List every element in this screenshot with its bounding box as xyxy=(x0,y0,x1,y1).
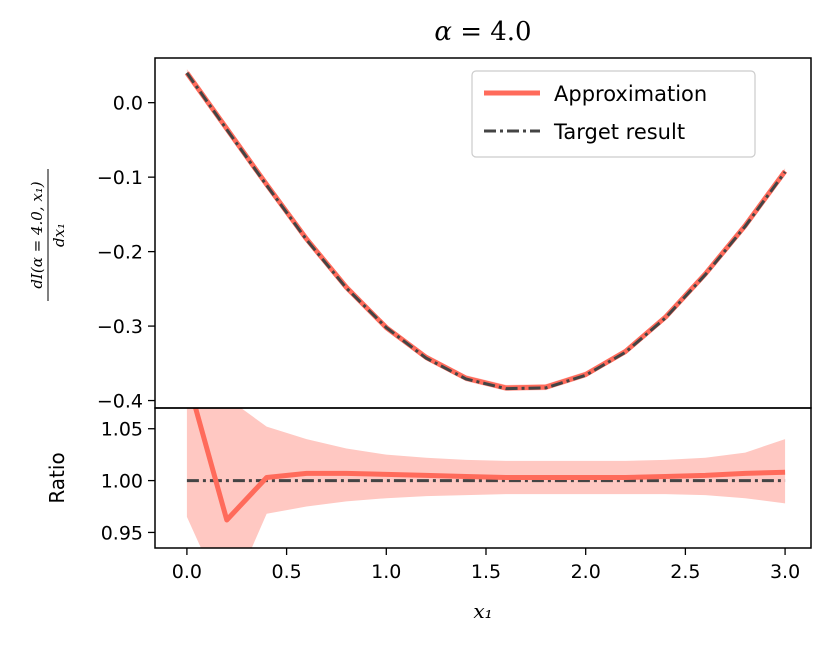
legend: Approximation Target result xyxy=(471,70,756,158)
ratio-line xyxy=(192,408,786,523)
top-y-tick-label: −0.2 xyxy=(97,242,143,264)
bottom-panel-frame xyxy=(154,407,812,549)
bottom-y-axis-label: Ratio xyxy=(45,452,69,503)
x-tick-label: 3.0 xyxy=(770,561,800,583)
top-ylabel-denominator: dx₁ xyxy=(50,223,68,247)
x-tick-label: 1.0 xyxy=(371,561,401,583)
x-tick-label: 0.0 xyxy=(172,561,202,583)
bottom-y-tick-label: 1.00 xyxy=(101,471,143,493)
x-tick-label: 2.5 xyxy=(670,561,700,583)
x-tick-label: 0.5 xyxy=(271,561,301,583)
bottom-y-tick-label: 1.05 xyxy=(101,419,143,441)
top-y-tick-label: −0.3 xyxy=(97,316,143,338)
legend-target-label: Target result xyxy=(553,120,685,144)
bottom-y-tick-label: 0.95 xyxy=(101,522,143,544)
top-y-tick-label: 0.0 xyxy=(113,93,143,115)
target-result-line xyxy=(185,72,787,391)
x-axis-label: x₁ xyxy=(473,599,492,623)
legend-box xyxy=(471,70,756,158)
legend-approximation-label: Approximation xyxy=(554,82,707,106)
x-tick-label: 1.5 xyxy=(471,561,501,583)
top-ylabel-numerator: dI(α = 4.0, x₁) xyxy=(28,181,46,288)
title-rest: = 4.0 xyxy=(452,17,532,47)
top-y-axis-label: dI(α = 4.0, x₁) dx₁ xyxy=(28,169,68,301)
title-alpha: α xyxy=(434,17,452,47)
x-tick-label: 2.0 xyxy=(571,561,601,583)
top-y-tick-label: −0.1 xyxy=(97,167,143,189)
top-y-tick-label: −0.4 xyxy=(97,391,143,413)
chart-title: α = 4.0 xyxy=(434,17,531,47)
